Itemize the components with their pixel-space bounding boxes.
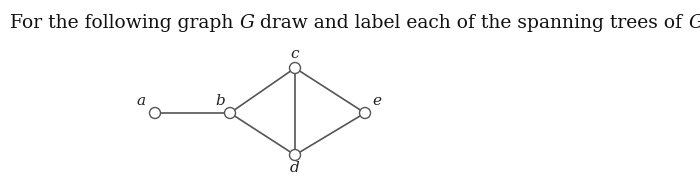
Text: a: a	[136, 94, 146, 108]
Circle shape	[290, 149, 300, 160]
Circle shape	[290, 62, 300, 73]
Circle shape	[225, 108, 235, 119]
Text: draw and label each of the spanning trees of: draw and label each of the spanning tree…	[254, 14, 688, 32]
Text: G: G	[239, 14, 254, 32]
Circle shape	[150, 108, 160, 119]
Circle shape	[360, 108, 370, 119]
Text: d: d	[290, 161, 300, 175]
Text: G: G	[688, 14, 700, 32]
Text: b: b	[215, 94, 225, 108]
Text: c: c	[290, 47, 300, 61]
Text: For the following graph: For the following graph	[10, 14, 239, 32]
Text: e: e	[372, 94, 382, 108]
